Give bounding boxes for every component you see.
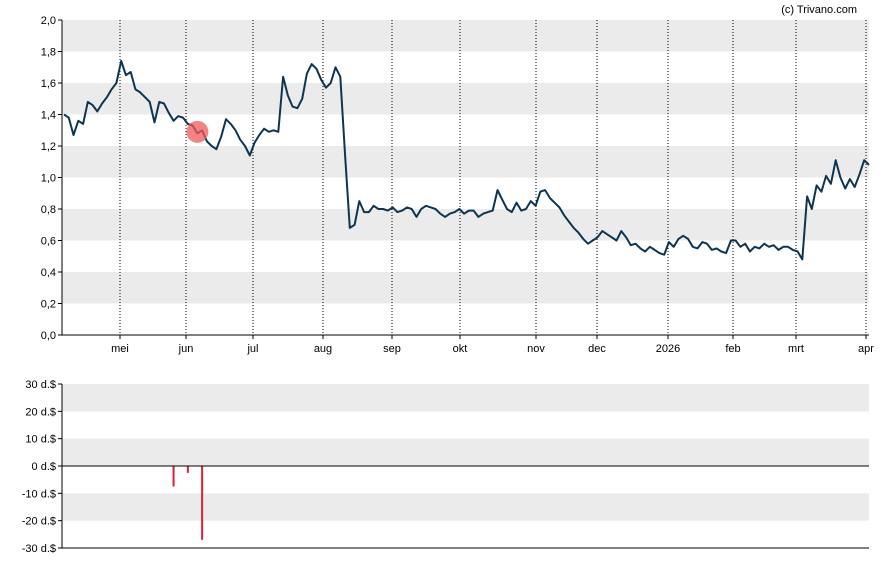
event-marker (186, 120, 209, 143)
grid-band (62, 146, 869, 178)
y-tick-label: 2,0 (41, 15, 56, 27)
x-tick-label: jul (246, 343, 258, 355)
copyright-label: (c) Trivano.com (781, 4, 857, 16)
x-tick-label: 2026 (656, 343, 680, 355)
y-tick-label: 0,2 (41, 299, 56, 311)
volume-bar (201, 466, 204, 540)
y-tick-label: 30 d.$ (25, 379, 56, 391)
y-tick-label: 1,8 (41, 47, 56, 59)
x-tick-label: sep (383, 343, 401, 355)
volume-chart-bands (62, 384, 869, 521)
x-tick-label: dec (588, 343, 606, 355)
axes (58, 19, 869, 549)
y-tick-label: 1,0 (41, 173, 56, 185)
x-tick-label: apr (858, 343, 874, 355)
grid-band (62, 493, 869, 521)
y-tick-label: 0,6 (41, 236, 56, 248)
y-tick-label: 20 d.$ (25, 406, 56, 418)
y-tick-label: -30 d.$ (22, 543, 56, 555)
y-tick-label: 0,8 (41, 204, 56, 216)
x-tick-label: mrt (788, 343, 804, 355)
grid-band (62, 438, 869, 466)
y-tick-label: 0 d.$ (32, 461, 56, 473)
grid-band (62, 384, 869, 412)
grid-band (62, 20, 869, 52)
y-tick-label: 0,0 (41, 330, 56, 342)
x-tick-label: feb (725, 343, 740, 355)
volume-bar (186, 466, 189, 473)
grid-band (62, 272, 869, 304)
grid-band (62, 83, 869, 115)
grid-band (62, 209, 869, 241)
y-tick-label: 1,6 (41, 78, 56, 90)
y-tick-label: 1,2 (41, 141, 56, 153)
volume-bar (172, 466, 175, 487)
x-tick-label: mei (111, 343, 129, 355)
y-tick-label: -20 d.$ (22, 516, 56, 528)
y-tick-label: 10 d.$ (25, 434, 56, 446)
volume-bars (172, 466, 204, 540)
x-tick-label: nov (527, 343, 545, 355)
y-tick-label: 1,4 (41, 110, 56, 122)
price-line-series (63, 59, 870, 261)
x-tick-label: okt (453, 343, 468, 355)
axis-labels: 0,0 0,2 0,4 0,6 0,8 1,0 1,2 1,4 1,6 1,8 2,0 mei jun j… (22, 15, 875, 555)
y-tick-label: 0,4 (41, 267, 56, 279)
x-tick-label: aug (314, 343, 332, 355)
y-tick-label: -10 d.$ (22, 488, 56, 500)
x-tick-label: jun (178, 343, 194, 355)
price-chart-bands (62, 20, 869, 304)
